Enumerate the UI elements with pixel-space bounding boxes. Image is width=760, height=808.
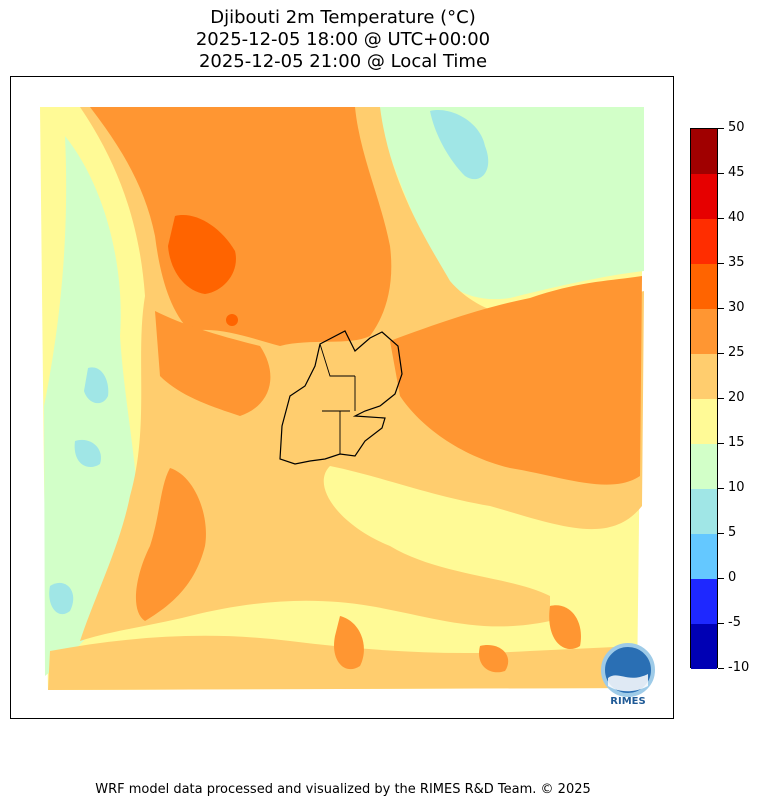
colorbar-tick-label: 45 — [728, 165, 745, 180]
band-5-10-northeast — [430, 110, 489, 180]
colorbar-tick — [718, 172, 724, 174]
band-25-30-north — [90, 107, 392, 346]
band-25-30-southwest — [135, 468, 206, 621]
region-border-1 — [319, 343, 356, 454]
band-25-30-south-3 — [549, 605, 581, 650]
djibouti-border — [279, 330, 403, 465]
colorbar-tick-label: 50 — [728, 120, 745, 135]
colorbar-segment — [691, 489, 717, 534]
colorbar-segment — [691, 579, 717, 624]
colorbar-segment — [691, 399, 717, 444]
temperature-map — [40, 107, 644, 690]
colorbar-tick-label: 20 — [728, 390, 745, 405]
band-5-10-west-3 — [49, 582, 74, 615]
colorbar-segment — [691, 354, 717, 399]
colorbar-segment — [691, 174, 717, 219]
colorbar-tick-label: -10 — [728, 660, 750, 675]
colorbar-segment — [691, 264, 717, 309]
colorbar-tick — [718, 262, 724, 264]
colorbar-tick — [718, 487, 724, 489]
band-30-35-small — [226, 314, 238, 326]
colorbar-tick-label: -5 — [728, 615, 741, 630]
map-utc-time: 2025-12-05 18:00 @ UTC+00:00 — [195, 29, 491, 50]
colorbar — [690, 128, 718, 669]
colorbar-tick-label: 40 — [728, 210, 745, 225]
colorbar-tick-label: 10 — [728, 480, 745, 495]
colorbar-tick — [718, 217, 724, 219]
colorbar-tick-label: 25 — [728, 345, 745, 360]
band-10-15-northeast — [375, 107, 644, 300]
colorbar-segment — [691, 624, 717, 669]
rimes-logo: RIMES — [598, 640, 664, 708]
colorbar-tick-label: 35 — [728, 255, 745, 270]
colorbar-segment — [691, 309, 717, 354]
band-5-10-west-1 — [84, 367, 109, 404]
band-25-30-south-2 — [479, 645, 509, 673]
colorbar-tick — [718, 352, 724, 354]
colorbar-tick-label: 15 — [728, 435, 745, 450]
colorbar-tick — [718, 532, 724, 534]
band-25-30-south-1 — [334, 616, 364, 670]
colorbar-tick — [718, 622, 724, 624]
footer-credit: WRF model data processed and visualized … — [95, 782, 591, 797]
band-5-10-west-2 — [74, 439, 101, 468]
svg-text:RIMES: RIMES — [610, 696, 645, 707]
colorbar-tick — [718, 442, 724, 444]
colorbar-tick — [718, 577, 724, 579]
colorbar-tick — [718, 667, 724, 669]
band-25-30-west-middle — [155, 311, 271, 416]
band-30-35-hotspot — [168, 215, 236, 294]
colorbar-segment — [691, 129, 717, 174]
colorbar-tick — [718, 307, 724, 309]
colorbar-tick — [718, 127, 724, 129]
colorbar-segment — [691, 534, 717, 579]
band-10-15-west — [44, 136, 138, 676]
colorbar-tick-label: 0 — [728, 570, 737, 585]
band-25-30-east — [390, 276, 642, 485]
colorbar-tick-label: 5 — [728, 525, 737, 540]
map-title: Djibouti 2m Temperature (°C) — [210, 7, 476, 28]
colorbar-tick-label: 30 — [728, 300, 745, 315]
colorbar-segment — [691, 219, 717, 264]
colorbar-tick — [718, 397, 724, 399]
map-local-time: 2025-12-05 21:00 @ Local Time — [198, 51, 488, 72]
colorbar-segment — [691, 444, 717, 489]
